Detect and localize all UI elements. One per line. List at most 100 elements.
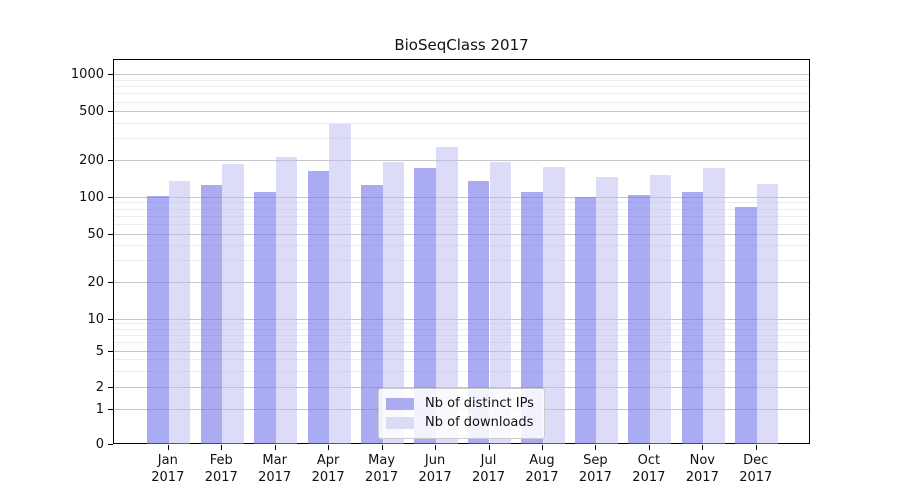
legend-label-downloads: Nb of downloads xyxy=(425,414,534,430)
gridline-major-20 xyxy=(114,281,809,283)
gridline-major-5 xyxy=(114,350,809,352)
x-tick-mark-mar xyxy=(274,445,276,450)
y-tick-mark-10 xyxy=(108,318,113,320)
gridline-minor-9 xyxy=(114,323,809,325)
gridline-minor-400 xyxy=(114,123,809,125)
gridline-minor-3 xyxy=(114,370,809,372)
gridline-minor-700 xyxy=(114,93,809,95)
x-tick-label-jan: Jan 2017 xyxy=(151,453,185,485)
bar-nb-of-distinct-ips-dec xyxy=(735,207,757,444)
gridline-major-1000 xyxy=(114,74,809,76)
x-tick-label-feb: Feb 2017 xyxy=(204,453,238,485)
x-tick-mark-dec xyxy=(755,445,757,450)
gridline-minor-8 xyxy=(114,328,809,330)
y-tick-mark-5 xyxy=(108,350,113,352)
y-tick-mark-200 xyxy=(108,159,113,161)
bar-nb-of-downloads-aug xyxy=(542,166,565,444)
bar-nb-of-distinct-ips-apr xyxy=(307,170,330,444)
bar-nb-of-distinct-ips-jun xyxy=(414,167,437,444)
x-tick-label-dec: Dec 2017 xyxy=(739,453,773,485)
x-tick-label-jul: Jul 2017 xyxy=(471,453,506,485)
bar-nb-of-distinct-ips-may xyxy=(361,184,383,444)
gridline-major-10 xyxy=(114,318,809,320)
gridline-minor-7 xyxy=(114,335,809,337)
y-tick-label-5: 5 xyxy=(95,343,104,359)
x-tick-label-oct: Oct 2017 xyxy=(632,453,666,485)
y-tick-mark-0 xyxy=(108,444,113,445)
x-tick-label-apr: Apr 2017 xyxy=(311,453,345,485)
bar-nb-of-downloads-nov xyxy=(703,168,725,444)
y-tick-label-0: 0 xyxy=(95,437,104,452)
bar-nb-of-distinct-ips-mar xyxy=(254,191,276,444)
y-tick-label-1: 1 xyxy=(95,402,104,417)
x-tick-mark-jul xyxy=(488,445,490,450)
bar-nb-of-downloads-jan xyxy=(168,181,191,444)
gridline-minor-30 xyxy=(114,260,809,262)
y-tick-mark-100 xyxy=(108,196,113,198)
y-tick-label-200: 200 xyxy=(79,152,104,168)
x-tick-mark-apr xyxy=(328,445,330,450)
legend: Nb of distinct IPs Nb of downloads xyxy=(378,388,545,439)
gridline-minor-80 xyxy=(114,208,809,210)
x-tick-mark-sep xyxy=(595,445,597,450)
bar-nb-of-distinct-ips-oct xyxy=(628,195,650,444)
bar-nb-of-downloads-jun xyxy=(436,146,458,444)
bar-nb-of-distinct-ips-nov xyxy=(681,192,704,444)
y-tick-label-1000: 1000 xyxy=(70,67,104,83)
gridline-minor-60 xyxy=(114,223,809,225)
x-tick-mark-oct xyxy=(648,445,650,450)
x-tick-label-aug: Aug 2017 xyxy=(525,453,559,485)
gridline-minor-900 xyxy=(114,79,809,81)
legend-swatch-downloads xyxy=(386,416,414,429)
x-tick-mark-aug xyxy=(541,445,543,450)
y-tick-label-20: 20 xyxy=(87,274,104,290)
y-tick-mark-20 xyxy=(108,281,113,283)
legend-item-distinct-ips: Nb of distinct IPs xyxy=(386,394,535,413)
bar-nb-of-distinct-ips-jul xyxy=(467,180,490,444)
gridline-minor-300 xyxy=(114,138,809,140)
gridline-major-100 xyxy=(114,196,809,198)
bar-nb-of-distinct-ips-aug xyxy=(521,191,543,444)
gridline-major-2 xyxy=(114,386,809,388)
x-tick-label-jun: Jun 2017 xyxy=(418,453,452,485)
legend-item-downloads: Nb of downloads xyxy=(386,413,535,432)
x-tick-label-mar: Mar 2017 xyxy=(258,453,292,485)
bar-nb-of-downloads-mar xyxy=(275,156,298,444)
gridline-minor-800 xyxy=(114,86,809,88)
y-tick-label-100: 100 xyxy=(79,189,104,205)
gridline-minor-70 xyxy=(114,215,809,217)
bar-nb-of-downloads-feb xyxy=(222,164,244,444)
y-tick-label-500: 500 xyxy=(79,104,104,120)
x-tick-label-nov: Nov 2017 xyxy=(685,453,719,485)
gridline-major-50 xyxy=(114,233,809,235)
bar-nb-of-downloads-oct xyxy=(649,175,672,444)
chart-title: BioSeqClass 2017 xyxy=(394,36,529,54)
y-tick-mark-1 xyxy=(108,409,113,410)
x-tick-label-may: May 2017 xyxy=(365,453,399,485)
gridline-minor-90 xyxy=(114,202,809,204)
bar-nb-of-downloads-apr xyxy=(329,124,351,444)
plot-area xyxy=(113,59,810,444)
x-tick-mark-nov xyxy=(702,445,704,450)
bar-nb-of-distinct-ips-feb xyxy=(200,184,223,444)
gridline-minor-40 xyxy=(114,245,809,247)
y-tick-label-2: 2 xyxy=(95,379,104,395)
y-tick-mark-1000 xyxy=(108,74,113,76)
gridline-minor-4 xyxy=(114,359,809,361)
bar-nb-of-downloads-dec xyxy=(756,183,779,444)
bar-nb-of-distinct-ips-jan xyxy=(147,195,169,444)
gridline-major-200 xyxy=(114,159,809,161)
gridline-major-500 xyxy=(114,111,809,113)
bar-nb-of-downloads-jul xyxy=(489,162,512,444)
bar-nb-of-downloads-sep xyxy=(596,176,618,444)
y-tick-label-50: 50 xyxy=(87,226,104,242)
bar-nb-of-distinct-ips-sep xyxy=(574,196,597,444)
x-tick-mark-may xyxy=(381,445,383,450)
x-tick-mark-feb xyxy=(221,445,223,450)
y-tick-mark-50 xyxy=(108,233,113,235)
x-tick-mark-jun xyxy=(435,445,437,450)
gridline-minor-600 xyxy=(114,101,809,103)
legend-label-distinct-ips: Nb of distinct IPs xyxy=(425,395,534,411)
y-tick-mark-500 xyxy=(108,111,113,113)
